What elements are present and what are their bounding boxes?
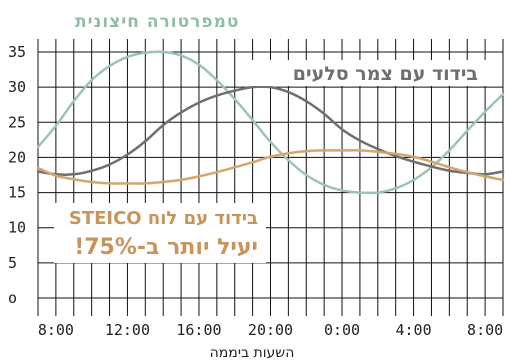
y-tick-label: 15	[8, 184, 26, 202]
x-tick-label: 8:00	[467, 321, 503, 339]
x-tick-label: 20:00	[248, 321, 293, 339]
steico-series-label: בידוד עם לוח STEICO	[69, 208, 258, 229]
outside-temperature-line	[36, 50, 505, 195]
y-tick-label: 30	[8, 78, 26, 96]
y-tick-label: 10	[8, 219, 26, 237]
y-tick-label: 25	[8, 113, 26, 131]
chart-title: טמפרטורה חיצונית	[75, 12, 239, 32]
grid	[37, 39, 504, 316]
steico-label-bg	[54, 203, 266, 263]
series-lines	[36, 50, 505, 195]
y-tick-label: 5	[8, 254, 17, 272]
x-tick-label: 4:00	[396, 321, 432, 339]
x-axis-label: השעות ביממה	[210, 345, 295, 361]
y-tick-label: o	[8, 289, 17, 307]
rockwool-line	[36, 85, 505, 176]
y-tick-labels: o 5 10 15 20 25 30 35	[8, 43, 26, 307]
y-tick-label: 20	[8, 148, 26, 166]
x-tick-label: 12:00	[105, 321, 150, 339]
x-tick-label: 16:00	[176, 321, 221, 339]
rockwool-label-bg	[246, 60, 486, 86]
x-tick-labels: 8:00 12:00 16:00 20:00 0:00 4:00 8:00	[38, 321, 503, 339]
steico-line	[36, 149, 505, 185]
x-tick-label: 0:00	[324, 321, 360, 339]
y-tick-label: 35	[8, 43, 26, 61]
steico-claim: יעיל יותר ב-75%!	[74, 235, 258, 260]
rockwool-series-label: בידוד עם צמר סלעים	[293, 63, 478, 85]
x-tick-label: 8:00	[38, 321, 74, 339]
